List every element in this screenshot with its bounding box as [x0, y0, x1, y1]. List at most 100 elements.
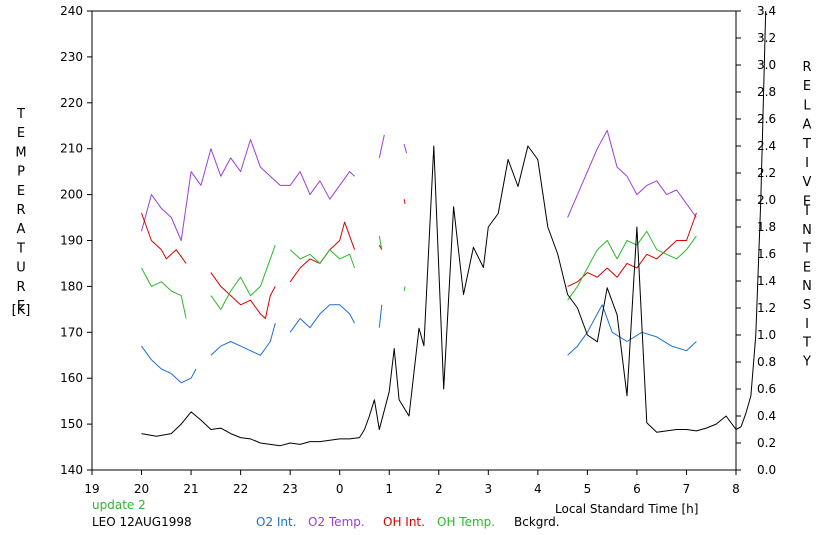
x-tick-label: 3: [484, 482, 492, 496]
right-tick-label: 1.0: [757, 328, 776, 342]
series-line-segment: [210, 244, 276, 310]
right-axis-ticks: 0.0 0.2 0.4 0.6 0.8 1.0 1.2 1.4 1.6 1.8 2.0 2.2 2.4 2…: [736, 4, 776, 477]
legend-entry: O2 Temp.: [308, 515, 365, 529]
series-o2-temp: [141, 129, 697, 241]
right-tick-label: 2.2: [757, 166, 776, 180]
right-axis-letter: L: [803, 98, 811, 113]
series-line-segment: [567, 129, 697, 218]
series-line-segment: [141, 139, 355, 241]
left-axis-letter: E: [17, 126, 25, 141]
series-line-segment: [403, 286, 406, 292]
right-tick-label: 1.8: [757, 220, 776, 234]
x-tick-label: 7: [683, 482, 691, 496]
right-axis-letter: T: [802, 242, 811, 257]
left-tick-label: 220: [60, 96, 83, 110]
right-tick-label: 0.2: [757, 436, 776, 450]
x-tick-label: 21: [183, 482, 198, 496]
right-tick-label: 3.2: [757, 31, 776, 45]
series-line-segment: [141, 10, 767, 447]
x-tick-label: 5: [584, 482, 592, 496]
left-tick-label: 150: [60, 417, 83, 431]
legend: O2 Int. O2 Temp. OH Int. OH Temp. Bckgrd.: [256, 515, 560, 529]
series-layer: [141, 10, 767, 447]
right-tick-label: 3.0: [757, 58, 776, 72]
legend-entry: O2 Int.: [256, 515, 297, 529]
right-axis-letter: I: [805, 156, 809, 171]
left-tick-label: 200: [60, 188, 83, 202]
right-axis-letter: S: [803, 298, 811, 313]
right-tick-label: 1.4: [757, 274, 776, 288]
series-oh-temp: [141, 230, 697, 319]
series-line-segment: [289, 249, 356, 269]
series-line-segment: [567, 212, 697, 287]
left-axis-letter: R: [16, 280, 25, 295]
right-axis-letter: I: [805, 317, 809, 332]
series-line-segment: [378, 304, 383, 328]
left-axis-letter: E: [17, 299, 25, 314]
series-line-segment: [567, 230, 697, 301]
x-tick-label: 8: [732, 482, 740, 496]
right-axis-letter: E: [803, 260, 811, 275]
left-axis-letter: R: [16, 203, 25, 218]
right-axis-letter: A: [803, 118, 812, 133]
left-axis-letter: T: [16, 107, 25, 122]
left-axis-letter: E: [17, 184, 25, 199]
series-line-segment: [141, 212, 187, 264]
right-tick-label: 0.8: [757, 355, 776, 369]
right-axis-letter: T: [802, 137, 811, 152]
x-tick-label: 20: [134, 482, 149, 496]
x-tick-label: 19: [84, 482, 99, 496]
x-tick-label: 23: [283, 482, 298, 496]
series-line-segment: [403, 199, 406, 204]
series-line-segment: [141, 345, 197, 384]
x-tick-label: 0: [336, 482, 344, 496]
left-tick-label: 160: [60, 371, 83, 385]
right-axis-letter: V: [803, 175, 812, 190]
series-line-segment: [210, 272, 276, 319]
left-tick-label: 140: [60, 463, 83, 477]
left-axis-ticks: 140 150 160 170 180 190 200 210 220 230 240: [60, 4, 92, 477]
x-tick-label: 6: [633, 482, 641, 496]
right-axis-letter: R: [802, 60, 811, 75]
left-axis-letter: P: [17, 165, 25, 180]
left-axis-letter: A: [17, 222, 26, 237]
right-axis-letter: Y: [802, 354, 811, 369]
x-tick-label: 2: [435, 482, 443, 496]
right-tick-label: 1.2: [757, 301, 776, 315]
right-tick-label: 0.4: [757, 409, 776, 423]
x-axis-label: Local Standard Time [h]: [555, 502, 698, 516]
left-tick-label: 190: [60, 234, 83, 248]
series-oh-int: [141, 199, 697, 319]
series-line-segment: [289, 304, 356, 333]
series-line-segment: [289, 221, 356, 283]
plot-frame: [91, 10, 737, 471]
series-line-segment: [378, 134, 385, 159]
series-line-segment: [403, 143, 408, 154]
footer-station: LEO 12AUG1998: [92, 515, 192, 529]
footer-status: update 2: [92, 498, 146, 512]
right-axis-letter: N: [802, 223, 812, 238]
right-axis-letter: I: [805, 204, 809, 219]
left-tick-label: 240: [60, 4, 83, 18]
right-axis-letter: E: [803, 79, 811, 94]
right-tick-label: 2.0: [757, 193, 776, 207]
x-tick-label: 22: [233, 482, 248, 496]
x-tick-label: 4: [534, 482, 542, 496]
left-axis-letter: M: [15, 145, 26, 160]
left-tick-label: 170: [60, 325, 83, 339]
right-axis-letter: E: [803, 194, 811, 209]
left-tick-label: 210: [60, 142, 83, 156]
right-tick-label: 0.6: [757, 382, 776, 396]
right-axis-letter: N: [802, 279, 812, 294]
series-bckgrd: [141, 10, 767, 447]
legend-entry: OH Int.: [383, 515, 425, 529]
series-line-segment: [141, 267, 187, 319]
right-tick-label: 1.6: [757, 247, 776, 261]
left-tick-label: 230: [60, 50, 83, 64]
left-tick-label: 180: [60, 279, 83, 293]
legend-entry: Bckgrd.: [514, 515, 560, 529]
right-tick-label: 2.4: [757, 139, 776, 153]
